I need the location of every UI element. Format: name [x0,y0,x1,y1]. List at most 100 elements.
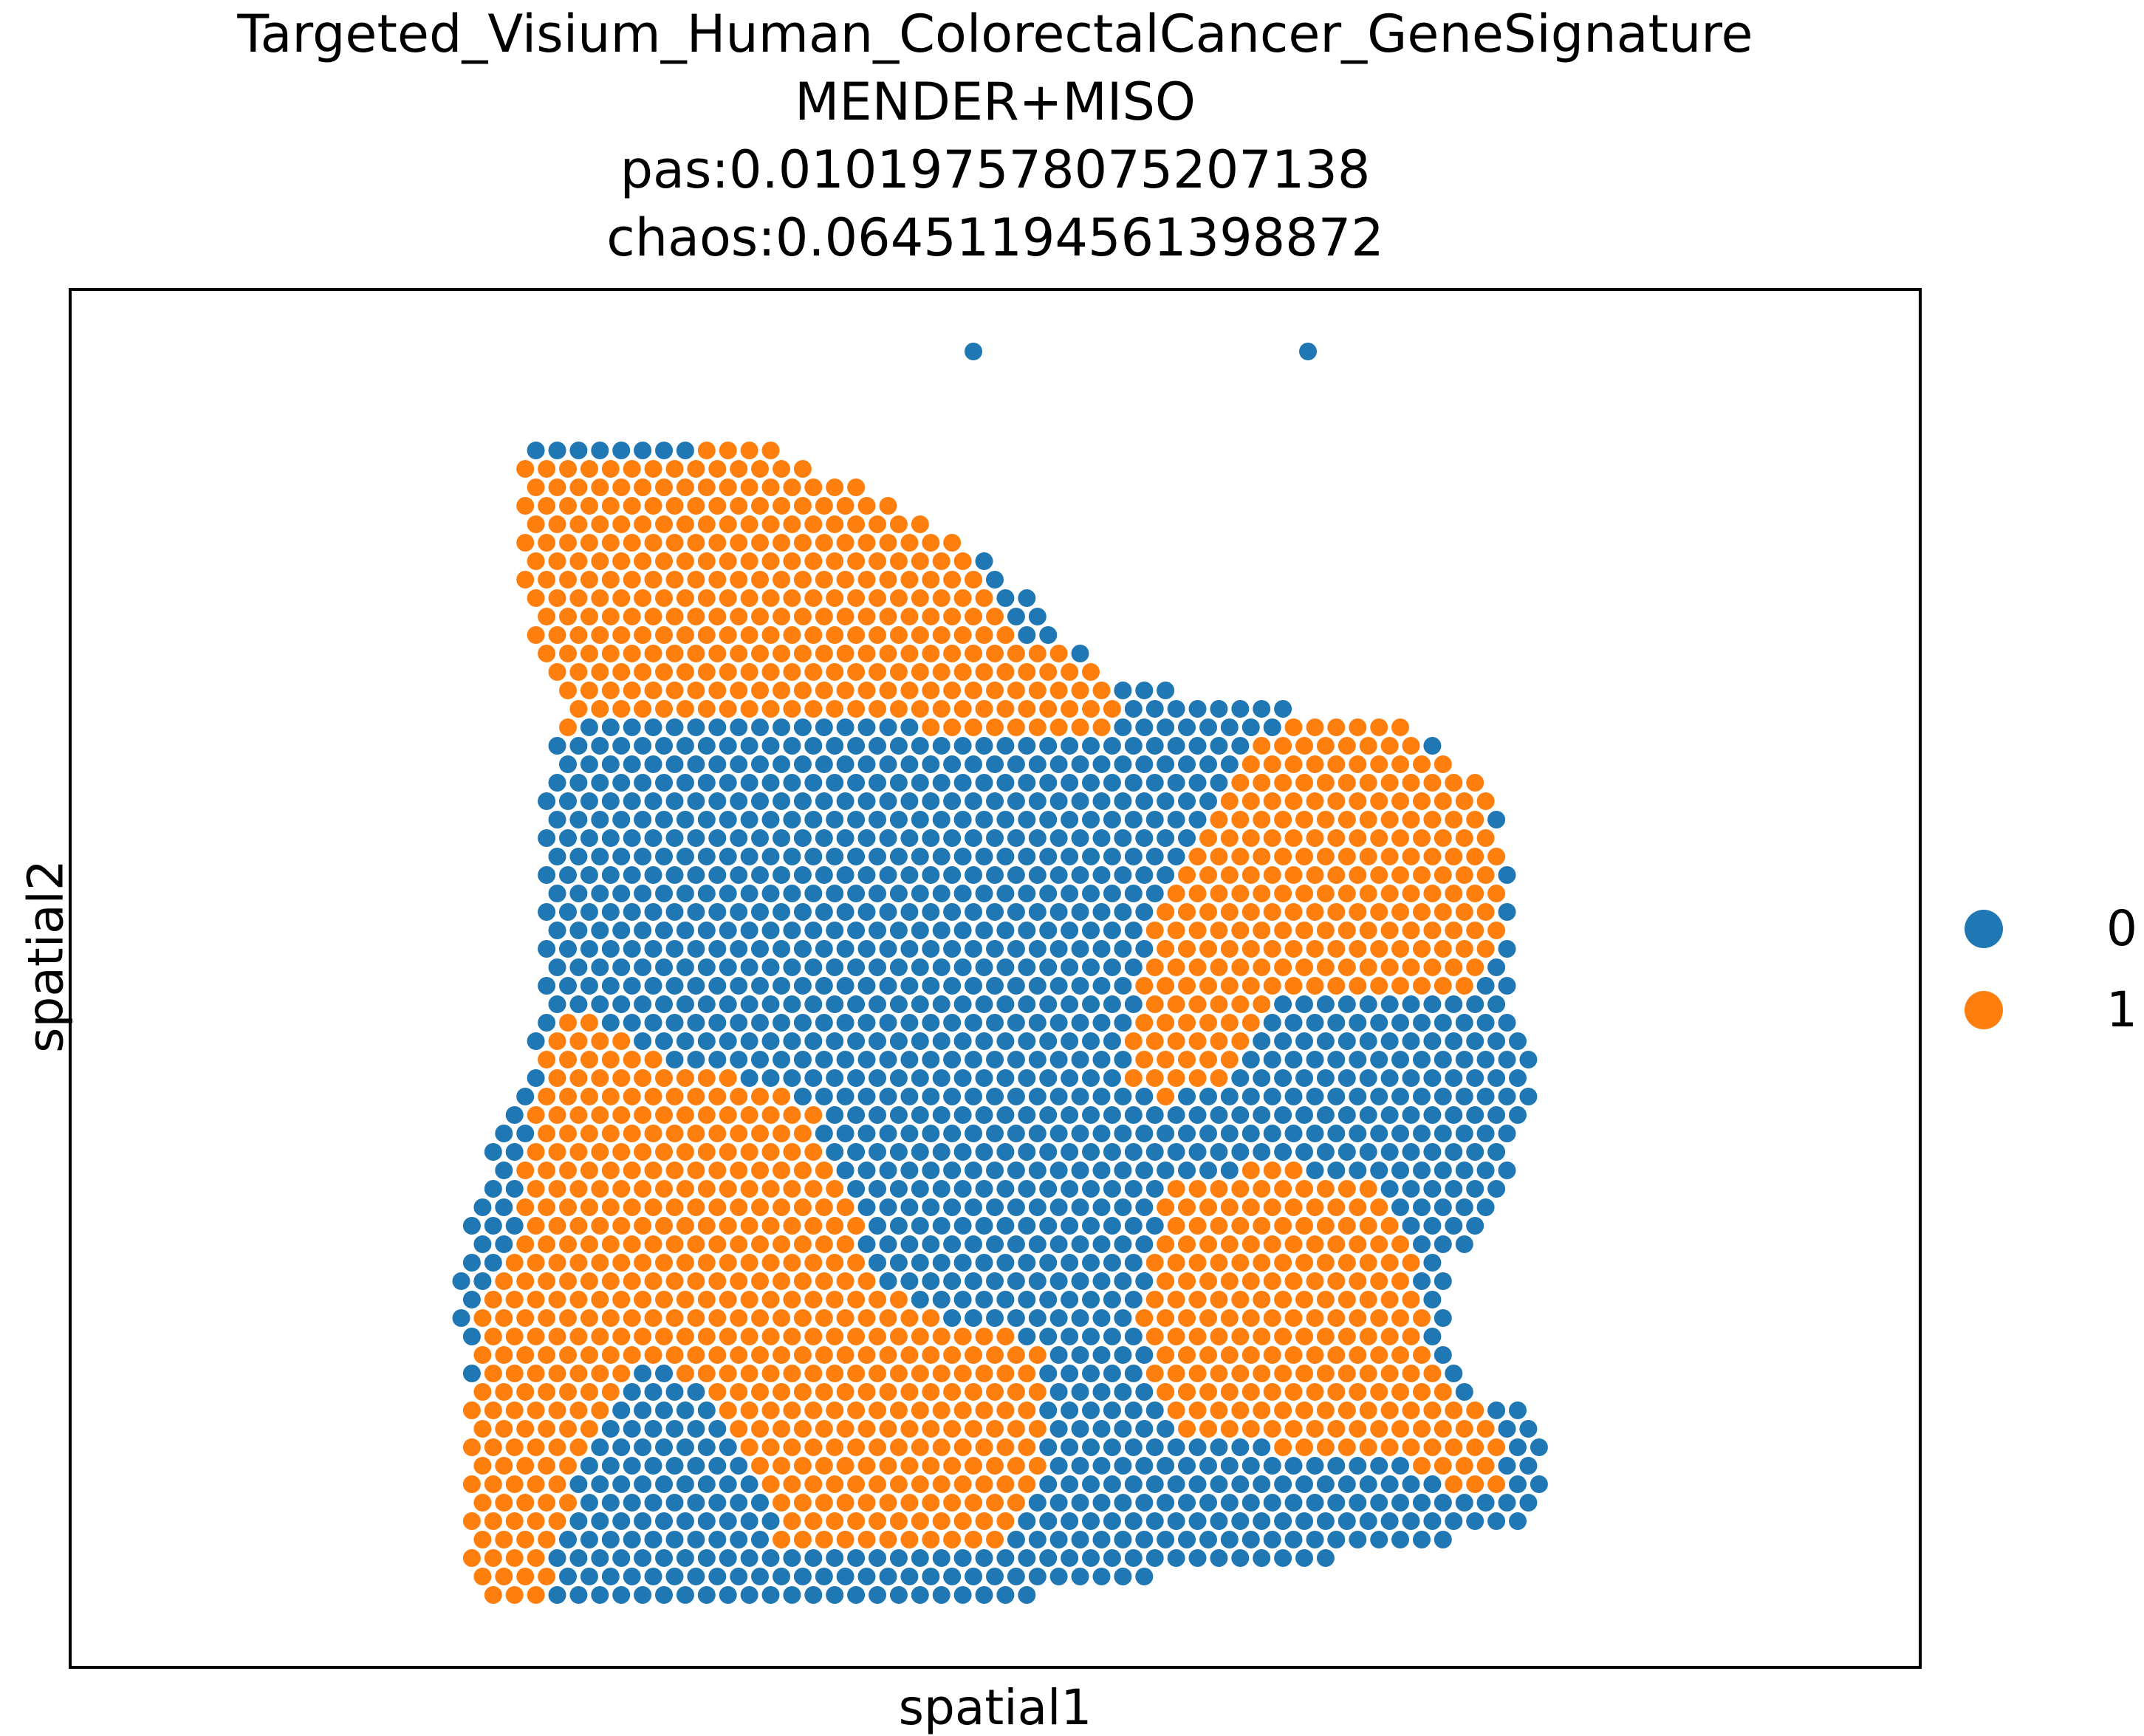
spot-cluster-1 [591,1217,609,1235]
spot-cluster-1 [1327,977,1346,995]
spot-cluster-1 [889,1475,908,1493]
spot-cluster-1 [1327,1346,1346,1364]
spot-cluster-0 [826,1586,844,1604]
spot-cluster-0 [601,1014,620,1032]
spot-cluster-0 [559,1531,577,1548]
spot-cluster-1 [740,1365,758,1382]
spot-cluster-0 [708,718,727,736]
spot-cluster-1 [1167,1291,1185,1308]
spot-cluster-0 [879,792,897,810]
spot-cluster-1 [559,645,577,662]
spot-cluster-1 [826,1291,844,1308]
spot-cluster-1 [697,700,716,718]
spot-cluster-0 [879,755,897,773]
spot-cluster-0 [761,811,780,828]
spot-cluster-1 [1157,1272,1175,1290]
spot-cluster-1 [751,1420,769,1438]
spot-cluster-1 [1359,922,1377,939]
spot-cluster-1 [1210,995,1228,1013]
spot-cluster-0 [975,1069,993,1087]
spot-cluster-1 [538,1457,556,1475]
spot-cluster-0 [687,1051,705,1068]
spot-cluster-1 [1178,1383,1196,1401]
spot-cluster-1 [1220,1014,1239,1032]
spot-cluster-1 [847,1328,866,1345]
spot-cluster-0 [1007,1198,1025,1216]
spot-cluster-0 [687,866,705,884]
spot-cluster-0 [1039,885,1058,902]
spot-cluster-0 [1402,995,1420,1013]
spot-cluster-0 [687,755,705,773]
spot-cluster-0 [1423,737,1442,755]
spot-cluster-0 [601,829,620,847]
spot-cluster-1 [569,1328,588,1345]
spot-cluster-0 [1028,1494,1047,1512]
spot-cluster-0 [1466,1069,1484,1087]
spot-cluster-1 [761,1365,780,1382]
spot-cluster-1 [1284,829,1303,847]
spot-cluster-1 [1199,977,1217,995]
spot-cluster-0 [857,755,876,773]
spot-cluster-1 [495,1420,513,1438]
spot-cluster-0 [697,811,716,828]
spot-cluster-0 [1210,1143,1228,1161]
spot-cluster-1 [1253,1217,1271,1235]
spot-cluster-1 [869,700,886,718]
spot-cluster-1 [804,589,823,607]
spot-cluster-1 [1349,977,1367,995]
spot-cluster-0 [1049,1272,1068,1290]
spot-cluster-1 [1327,718,1346,736]
spot-cluster-1 [900,1531,919,1548]
spot-cluster-0 [719,958,737,976]
spot-cluster-1 [740,1254,758,1272]
spot-cluster-1 [911,589,929,607]
spot-cluster-1 [569,1143,588,1161]
spot-cluster-0 [986,571,1004,589]
spot-cluster-1 [1349,1235,1367,1253]
spot-cluster-1 [740,663,758,681]
spot-cluster-0 [1306,1125,1324,1142]
spot-cluster-1 [1349,903,1367,921]
spot-cluster-1 [719,1291,737,1308]
spot-cluster-1 [1284,755,1303,773]
spot-cluster-1 [1284,903,1303,921]
spot-cluster-1 [1466,848,1484,865]
spot-cluster-1 [548,663,566,681]
spot-cluster-0 [1007,866,1025,884]
spot-cluster-0 [761,1586,780,1604]
spot-cluster-1 [1359,848,1377,865]
spot-cluster-1 [783,1291,801,1308]
spot-cluster-1 [1295,1291,1313,1308]
spot-cluster-0 [1071,1568,1089,1585]
spot-cluster-0 [1018,1254,1036,1272]
spot-cluster-1 [773,1383,790,1401]
spot-cluster-1 [1188,1402,1207,1419]
spot-cluster-1 [1028,1420,1047,1438]
spot-cluster-1 [730,1162,748,1179]
spot-cluster-1 [1157,1198,1175,1216]
spot-cluster-0 [1253,1475,1271,1493]
spot-cluster-0 [740,737,758,755]
spot-cluster-1 [1295,1328,1313,1345]
spot-cluster-0 [1210,700,1228,718]
spot-cluster-1 [1231,1328,1250,1345]
spot-cluster-1 [965,1346,982,1364]
spot-cluster-1 [826,1475,844,1493]
spot-cluster-1 [783,1475,801,1493]
spot-cluster-0 [889,1106,908,1124]
spot-cluster-0 [953,885,972,902]
spot-cluster-1 [1338,958,1356,976]
spot-cluster-0 [879,1198,897,1216]
spot-cluster-1 [719,478,737,496]
spot-cluster-1 [559,1272,577,1290]
spot-cluster-0 [569,995,588,1013]
spot-cluster-0 [1007,608,1025,625]
spot-cluster-1 [1178,1272,1196,1290]
spot-cluster-1 [1349,829,1367,847]
spot-cluster-1 [879,1346,897,1364]
spot-cluster-0 [1167,1549,1185,1567]
spot-cluster-0 [1423,1032,1442,1050]
spot-cluster-0 [932,848,951,865]
spot-cluster-0 [1380,995,1399,1013]
spot-cluster-0 [1263,1457,1281,1475]
